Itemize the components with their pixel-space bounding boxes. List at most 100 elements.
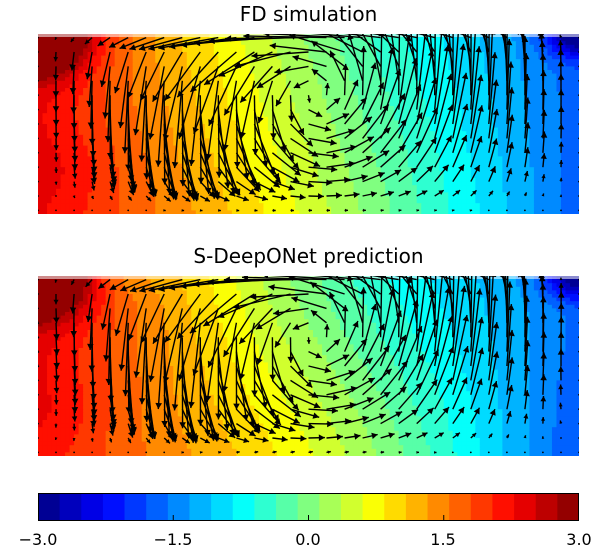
velocity-arrow [344,450,349,454]
velocity-arrows [38,34,579,212]
velocity-arrow [238,307,273,345]
velocity-arrow [70,37,75,43]
velocity-arrow [361,323,385,367]
velocity-arrow [401,34,418,53]
velocity-arrow [145,423,154,440]
velocity-arrow [181,437,191,444]
velocity-arrow [470,407,481,424]
colorbar-tick-label: 1.5 [430,530,456,549]
velocity-arrow [523,73,531,125]
velocity-arrow [434,189,445,197]
velocity-arrow [38,393,39,396]
velocity-arrow [72,437,76,441]
colorbar-segment [59,493,82,521]
velocity-arrow [360,45,367,96]
velocity-arrow [354,34,382,53]
velocity-arrow [452,432,461,439]
velocity-arrow [53,308,60,324]
velocity-arrow [218,450,222,454]
velocity-arrow [73,209,75,212]
velocity-arrow [344,377,376,396]
velocity-arrow [416,165,434,183]
velocity-arrow [416,34,426,110]
velocity-arrow [217,166,240,196]
velocity-arrow [38,408,39,411]
velocity-arrow [236,195,250,202]
velocity-arrow [52,109,60,126]
velocity-arrow [253,394,282,426]
velocity-arrow [470,74,484,139]
velocity-arrow [335,276,364,309]
velocity-arrow [379,93,406,139]
velocity-arrow [506,142,515,168]
velocity-arrow [181,181,196,199]
velocity-arrow [54,279,58,283]
velocity-arrow [410,34,418,81]
velocity-arrow [38,321,40,325]
chart-title-fd: FD simulation [239,2,378,26]
velocity-arrow [97,37,111,47]
velocity-arrow [452,345,470,396]
velocity-arrow [145,181,155,198]
velocity-arrow [559,34,563,38]
velocity-arrow [308,350,322,359]
velocity-arrow [540,395,547,410]
velocity-arrow [163,423,175,441]
colorbar-segment [146,493,169,521]
velocity-arrow [38,293,39,295]
velocity-arrow [523,364,531,395]
velocity-arrow [578,293,579,295]
velocity-arrow [52,66,59,81]
velocity-arrow [362,150,390,168]
velocity-arrow [272,194,288,201]
colorbar [38,493,579,521]
velocity-arrow [163,181,175,198]
velocity-arrow [541,416,546,424]
velocity-arrow [325,34,363,53]
velocity-arrow [55,195,57,197]
velocity-arrow [452,34,454,96]
velocity-arrow [308,407,338,414]
velocity-arrow [416,34,418,96]
velocity-arrow [311,68,327,82]
velocity-arrow [254,422,276,435]
velocity-arrow [488,138,499,168]
velocity-arrow [434,164,450,183]
velocity-arrow [379,68,402,125]
velocity-arrow [243,34,327,40]
velocity-arrow [578,422,579,425]
velocity-arrow [127,437,132,444]
velocity-arrow [38,36,39,39]
velocity-arrow [578,94,579,97]
velocity-arrow [109,278,129,291]
velocity-arrow [434,451,437,454]
velocity-arrow [199,408,219,440]
velocity-arrow [38,379,39,382]
colorbar-segment [232,493,255,521]
velocity-arrow [506,34,508,96]
velocity-arrow [53,351,60,369]
velocity-arrow [53,380,60,394]
velocity-arrow [558,384,564,395]
velocity-arrow [90,409,97,427]
velocity-arrow [524,122,531,153]
velocity-arrow [114,293,129,336]
colorbar-segment [514,493,537,521]
velocity-arrow [85,279,93,288]
velocity-arrow [218,195,230,202]
velocity-arrow [434,135,453,168]
velocity-arrow [470,34,476,110]
velocity-arrow [452,43,466,125]
velocity-arrow [434,377,453,410]
velocity-arrow [362,450,367,454]
velocity-arrow [288,95,295,122]
prediction-plot [38,276,579,456]
velocity-arrow [38,94,39,97]
velocity-arrow [118,308,129,371]
velocity-arrow [559,177,563,182]
velocity-arrow [344,136,375,154]
velocity-arrow [486,276,490,323]
velocity-arrow [109,167,117,189]
velocity-arrow [272,166,300,183]
velocity-arrow [127,293,147,341]
